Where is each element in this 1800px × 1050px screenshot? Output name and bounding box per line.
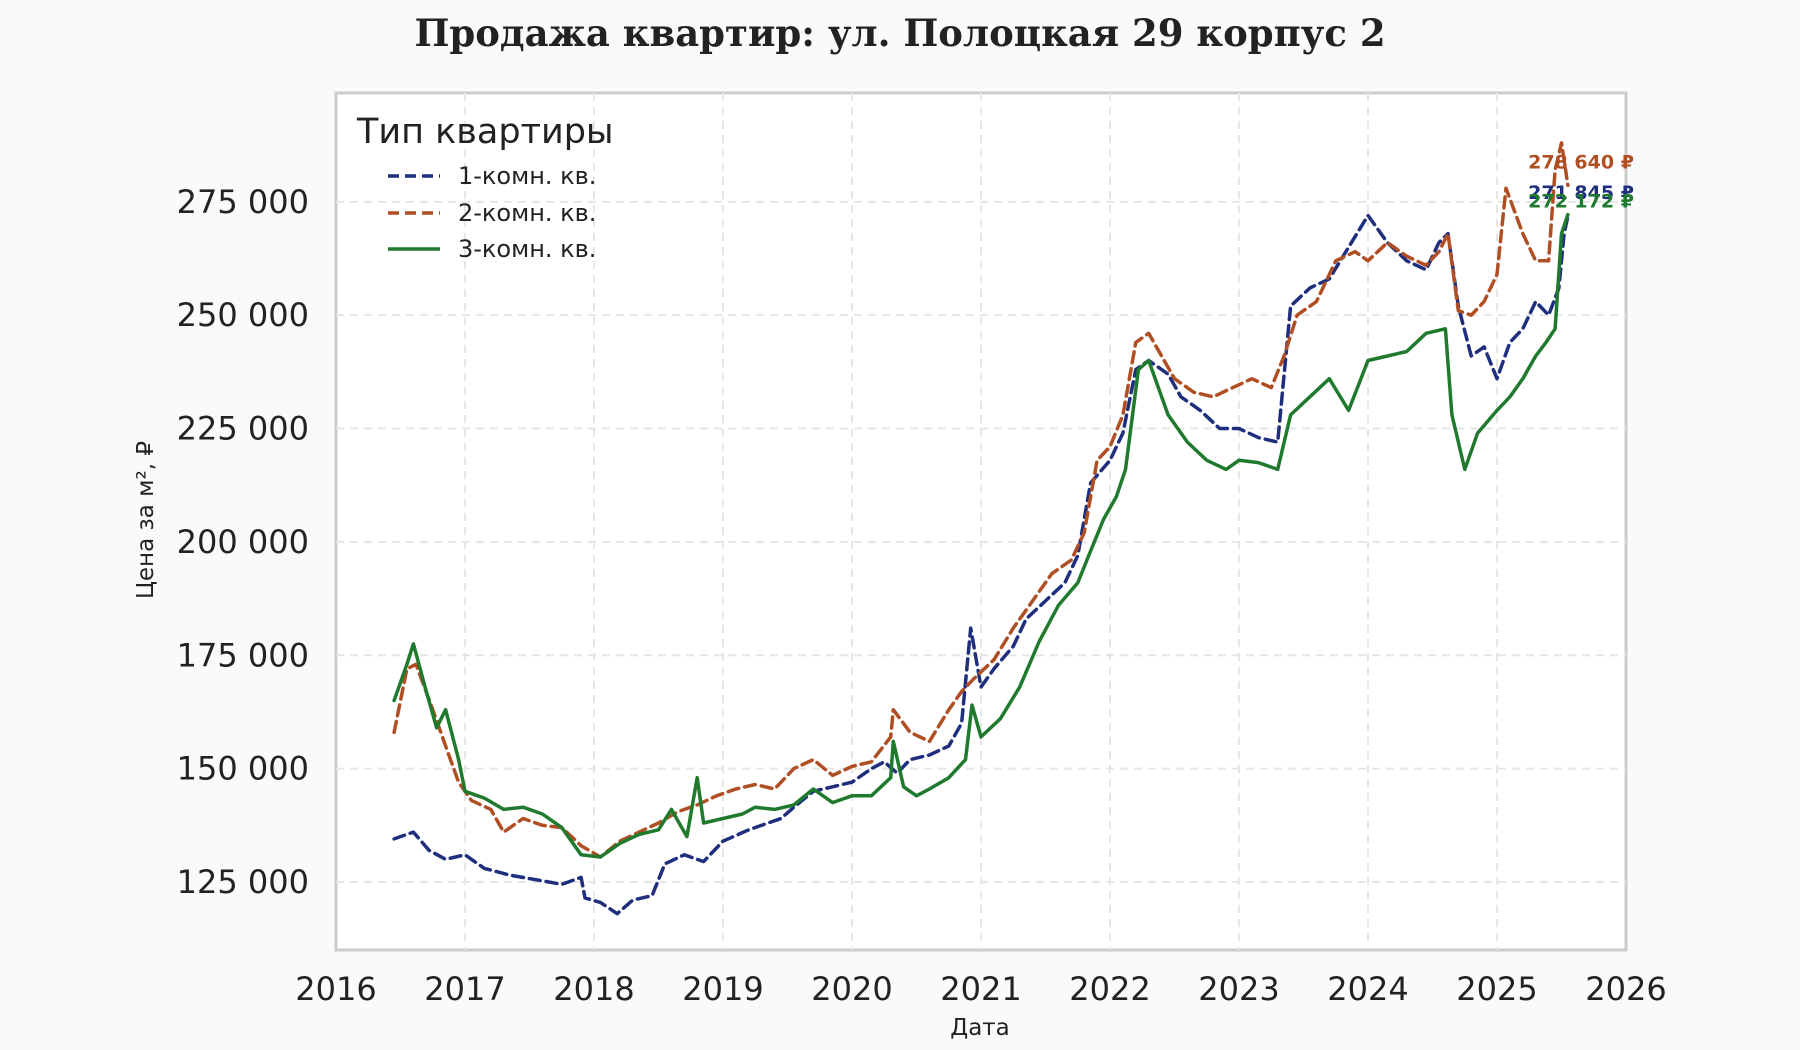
y-tick-label-125000: 125 000 <box>177 863 309 901</box>
legend-label-2-room: 2-комн. кв. <box>458 199 596 227</box>
y-tick-label-175000: 175 000 <box>177 636 309 674</box>
y-axis-label: Цена за м², ₽ <box>133 441 159 599</box>
x-tick-label-2020: 2020 <box>811 970 892 1008</box>
end-value-labels: 271 845 ₽ 278 640 ₽ 272 172 ₽ <box>1528 151 1634 212</box>
series-line-3 <box>392 212 1570 859</box>
series-line-1 <box>392 213 1570 916</box>
x-tick-label-2026: 2026 <box>1585 970 1666 1008</box>
y-tick-label-200000: 200 000 <box>177 523 309 561</box>
series-line-2 <box>392 141 1570 859</box>
x-tick-label-2022: 2022 <box>1069 970 1150 1008</box>
y-tick-label-250000: 250 000 <box>177 296 309 334</box>
x-axis-label: Дата <box>950 1015 1010 1041</box>
legend-label-1-room: 1-комн. кв. <box>458 162 596 190</box>
y-tick-label-150000: 150 000 <box>177 750 309 788</box>
x-tick-label-2021: 2021 <box>940 970 1021 1008</box>
x-tick-label-2023: 2023 <box>1198 970 1279 1008</box>
tick-labels: 2016 2017 2018 2019 2020 2021 2022 2023 2024 2025… <box>177 183 1667 1008</box>
legend-label-3-room: 3-комн. кв. <box>458 235 596 263</box>
legend-title: Тип квартиры <box>356 112 614 152</box>
end-label-series-3: 272 172 ₽ <box>1528 191 1634 213</box>
x-tick-label-2024: 2024 <box>1327 970 1408 1008</box>
x-tick-label-2019: 2019 <box>682 970 763 1008</box>
end-label-series-1: 271 845 ₽ <box>1528 182 1634 204</box>
y-tick-label-275000: 275 000 <box>177 183 309 221</box>
x-tick-label-2025: 2025 <box>1456 970 1537 1008</box>
x-tick-label-2017: 2017 <box>424 970 505 1008</box>
end-label-series-2: 278 640 ₽ <box>1528 151 1634 173</box>
data-series <box>392 141 1570 916</box>
x-tick-label-2016: 2016 <box>295 970 376 1008</box>
legend: Тип квартиры 1-комн. кв. 2-комн. кв. 3-к… <box>356 112 614 263</box>
y-tick-label-225000: 225 000 <box>177 410 309 448</box>
chart-title: Продажа квартир: ул. Полоцкая 29 корпус … <box>414 11 1385 55</box>
x-tick-label-2018: 2018 <box>553 970 634 1008</box>
